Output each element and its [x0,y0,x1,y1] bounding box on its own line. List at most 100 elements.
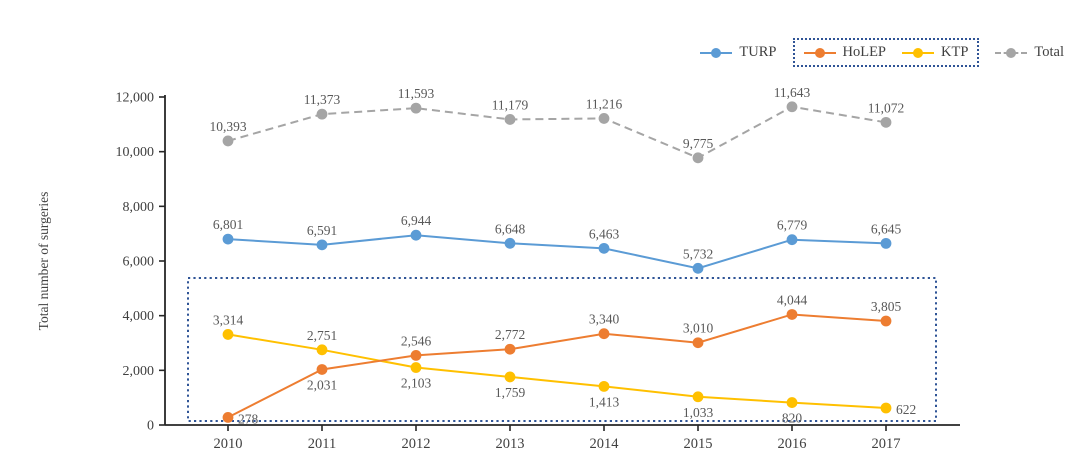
legend-item-ktp[interactable]: KTP [902,44,968,61]
total-data-label: 11,593 [398,86,435,101]
x-tick-label: 2010 [214,436,243,452]
legend-item-turp[interactable]: TURP [700,44,777,61]
legend-item-total[interactable]: Total [995,44,1064,61]
total-marker[interactable] [222,135,234,147]
x-tick-label: 2016 [778,436,807,452]
holep-data-label: 3,010 [683,321,714,336]
ktp-marker[interactable] [316,344,328,356]
holep-data-label: 3,340 [589,312,620,327]
total-data-label: 10,393 [209,119,246,134]
legend-item-holep[interactable]: HoLEP [803,44,887,61]
holep-data-label: 3,805 [871,299,902,314]
total-marker[interactable] [692,152,704,164]
total-data-label: 9,775 [683,136,714,151]
turp-marker[interactable] [692,262,704,274]
turp-marker[interactable] [880,237,892,249]
ktp-line-marker-icon [902,47,934,59]
ktp-marker[interactable] [504,371,516,383]
holep-marker[interactable] [316,364,328,375]
holep-marker[interactable] [504,343,516,355]
turp-data-label: 6,944 [401,213,432,228]
total-data-label: 11,373 [304,92,341,107]
y-tick-label: 2,000 [123,364,155,379]
ktp-data-label: 622 [896,402,916,417]
turp-line-marker-icon [700,47,733,59]
turp-data-label: 6,801 [213,217,243,232]
holep-ktp-highlight-box [187,277,937,422]
total-marker[interactable] [880,116,892,128]
total-marker[interactable] [786,101,798,113]
ktp-line [227,333,887,409]
holep-marker[interactable] [880,315,892,327]
turp-data-label: 6,591 [307,223,337,238]
total-dashed-line-marker-icon [995,47,1028,59]
y-tick-label: 4,000 [123,309,155,324]
legend-label-holep: HoLEP [842,44,887,60]
turp-data-label: 6,645 [871,221,902,236]
ktp-marker[interactable] [598,380,610,392]
ktp-data-label: 820 [782,411,803,426]
turp-marker[interactable] [786,234,798,246]
x-tick-label: 2011 [308,436,336,452]
holep-data-label: 4,044 [777,292,808,307]
total-marker[interactable] [598,113,610,124]
total-data-label: 11,072 [868,100,905,115]
y-tick-label: 12,000 [116,91,155,106]
total-marker[interactable] [410,102,422,114]
holep-line-marker-icon [803,47,836,59]
y-tick-label: 6,000 [123,255,155,270]
turp-line [227,234,887,270]
legend-label-total: Total [1034,44,1064,60]
total-marker[interactable] [504,114,516,125]
ktp-data-label: 3,314 [213,312,244,327]
y-axis-title: Total number of surgeries [36,192,51,331]
holep-data-label: 2,772 [495,327,525,342]
y-tick-label: 8,000 [123,200,155,215]
ktp-marker[interactable] [222,329,234,340]
holep-data-label: 2,031 [307,377,337,392]
legend-highlight-box: HoLEP KTP [792,38,980,67]
legend-label-ktp: KTP [941,44,969,60]
x-tick-label: 2017 [872,436,901,452]
legend: TURP HoLEP KTP Total [700,38,1064,67]
holep-marker[interactable] [222,412,234,423]
turp-marker[interactable] [222,233,234,245]
turp-marker[interactable] [316,239,328,251]
holep-marker[interactable] [786,309,798,320]
x-tick-label: 2013 [496,436,525,452]
ktp-data-label: 2,103 [401,376,432,391]
holep-line [227,313,887,419]
holep-data-label: 2,546 [401,333,432,348]
total-data-label: 11,179 [492,97,529,112]
turp-data-label: 6,463 [589,226,620,241]
total-marker[interactable] [316,108,328,120]
holep-marker[interactable] [410,350,422,361]
turp-data-label: 6,779 [777,218,808,233]
y-tick-label: 10,000 [116,145,155,160]
turp-data-label: 6,648 [495,221,526,236]
x-tick-label: 2014 [590,436,620,452]
total-data-label: 11,643 [774,85,811,100]
x-tick-label: 2015 [684,436,713,452]
holep-data-label: 278 [238,411,259,426]
ktp-marker[interactable] [880,402,892,414]
turp-marker[interactable] [598,242,610,254]
legend-label-turp: TURP [739,44,777,60]
x-tick-label: 2012 [402,436,431,452]
holep-marker[interactable] [598,328,610,340]
ktp-data-label: 1,759 [495,385,526,400]
ktp-marker[interactable] [786,397,798,408]
ktp-data-label: 1,033 [683,405,714,420]
ktp-marker[interactable] [410,362,422,373]
turp-marker[interactable] [410,229,422,241]
ktp-data-label: 2,751 [307,328,337,343]
ktp-marker[interactable] [692,391,704,403]
turp-marker[interactable] [504,237,516,249]
holep-marker[interactable] [692,337,704,349]
total-data-label: 11,216 [586,96,623,111]
y-tick-label: 0 [147,419,154,434]
ktp-data-label: 1,413 [589,394,620,409]
turp-data-label: 5,732 [683,246,713,261]
